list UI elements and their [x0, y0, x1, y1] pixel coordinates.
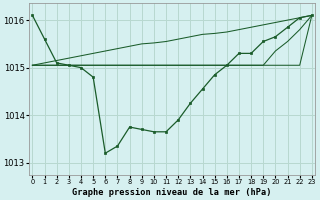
X-axis label: Graphe pression niveau de la mer (hPa): Graphe pression niveau de la mer (hPa) [72, 188, 272, 197]
